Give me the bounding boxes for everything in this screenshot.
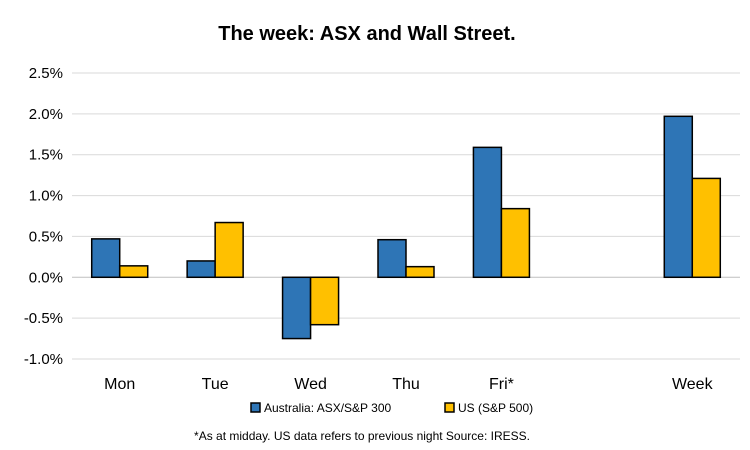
chart-title: The week: ASX and Wall Street. [218, 23, 515, 45]
y-tick-label: 1.5% [29, 147, 63, 164]
y-tick-label: 0.5% [29, 228, 63, 245]
bar-us-week [691, 177, 722, 279]
bar-australia-wed [281, 276, 312, 340]
bar-australia-mon [90, 238, 121, 279]
bar-australia-thu [377, 238, 407, 279]
y-tick-label: -1.0% [24, 351, 63, 368]
x-tick-label: Week [672, 376, 714, 393]
bar-australia-tue [186, 260, 216, 279]
bar-us-thu [405, 265, 435, 279]
y-tick-label: 2.5% [29, 65, 63, 82]
y-tick-label: -0.5% [24, 310, 63, 327]
source-footnote: *As at midday. US data refers to previou… [194, 429, 530, 443]
legend-label-us: US (S&P 500) [458, 401, 533, 415]
grid-lines [72, 72, 740, 360]
x-tick-label: Fri* [489, 376, 514, 393]
bar-us-mon [118, 265, 149, 279]
y-tick-label: 0.0% [29, 269, 63, 286]
x-axis-tick-labels: Mon Tue Wed Thu Fri* Week [104, 376, 713, 393]
y-axis-tick-labels: 2.5% 2.0% 1.5% 1.0% 0.5% 0.0% -0.5% -1.0% [24, 65, 63, 368]
legend: Australia: ASX/S&P 300 US (S&P 500) [250, 401, 533, 415]
legend-swatch-australia [250, 402, 261, 413]
y-tick-label: 2.0% [29, 106, 63, 123]
x-tick-label: Mon [104, 376, 135, 393]
y-tick-label: 1.0% [29, 188, 63, 205]
x-tick-label: Wed [294, 376, 327, 393]
bar-australia-week [663, 115, 694, 279]
legend-label-australia: Australia: ASX/S&P 300 [264, 401, 392, 415]
bar-us-tue [214, 221, 244, 279]
bars [90, 115, 722, 340]
bar-us-fri [500, 207, 531, 279]
x-tick-label: Thu [392, 376, 420, 393]
legend-swatch-us [444, 402, 455, 413]
bar-us-wed [309, 276, 340, 326]
x-tick-label: Tue [202, 376, 229, 393]
bar-australia-fri [472, 146, 503, 279]
